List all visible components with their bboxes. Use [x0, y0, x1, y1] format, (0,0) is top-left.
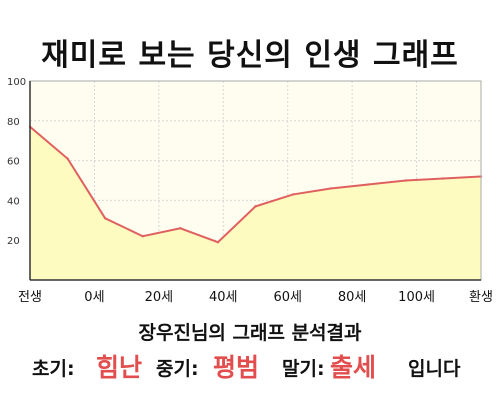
data-point: [404, 179, 408, 182]
early-label: 초기:: [32, 358, 75, 380]
x-tick-label: 환생: [469, 290, 493, 305]
data-point: [141, 235, 144, 238]
x-tick-label: 60세: [273, 290, 302, 305]
late-value: 출세: [330, 353, 377, 382]
page-title: 재미로 보는 당신의 인생 그래프: [41, 38, 459, 73]
data-point: [254, 205, 257, 208]
mid-value: 평범: [213, 353, 260, 382]
x-tick-label: 20세: [145, 290, 174, 305]
data-point: [216, 240, 220, 244]
x-tick-label: 100세: [398, 290, 435, 305]
result-summary: 초기: 힘난 중기: 평범 말기: 출세 입니다: [0, 346, 500, 382]
y-tick-label: 60: [7, 157, 20, 168]
area-fill: [30, 126, 481, 281]
data-point: [367, 183, 370, 186]
x-tick-label: 40세: [209, 290, 238, 305]
data-point: [291, 193, 295, 196]
x-tick-label: 전생: [18, 290, 42, 305]
mid-label: 중기:: [156, 358, 199, 380]
data-point: [66, 157, 69, 160]
data-point: [103, 217, 107, 220]
y-tick-label: 80: [7, 117, 20, 128]
data-point: [329, 187, 332, 190]
data-point: [442, 177, 445, 180]
analysis-subtitle: 장우진님의 그래프 분석결과: [138, 322, 362, 344]
y-tick-label: 100: [7, 77, 26, 88]
y-tick-label: 40: [7, 196, 20, 207]
early-value: 힘난: [96, 353, 143, 382]
x-tick-label: 0세: [84, 290, 104, 305]
x-tick-label: 80세: [338, 290, 367, 305]
life-graph-chart: 20 40 60 80 100 전생 0세 20세 40세 60세 80세 100세 환생: [7, 77, 493, 305]
late-label: 말기:: [282, 358, 325, 380]
y-tick-label: 20: [7, 236, 20, 247]
data-point: [179, 227, 182, 230]
ending-text: 입니다: [408, 358, 461, 380]
